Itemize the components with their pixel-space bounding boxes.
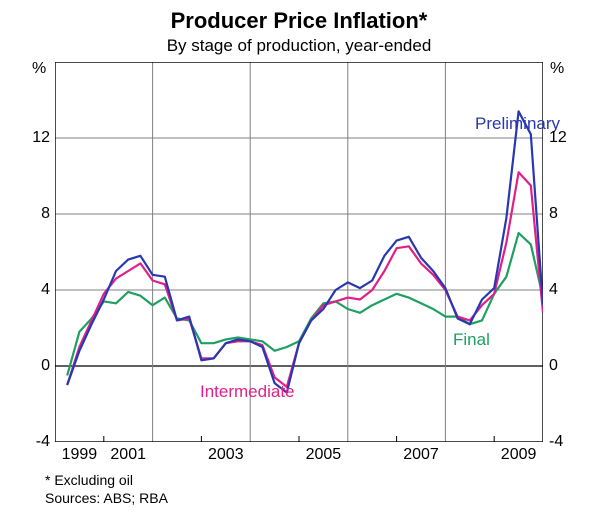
x-tick: 2003 [208, 446, 244, 464]
y-tick-right: 8 [549, 205, 558, 223]
y-tick-left: -4 [20, 433, 50, 451]
y-tick-left: 4 [20, 281, 50, 299]
y-tick-left: 12 [20, 129, 50, 147]
x-tick: 2001 [110, 446, 146, 464]
y-unit-left: % [32, 60, 46, 78]
x-tick: 1999 [62, 446, 98, 464]
y-tick-right: 12 [549, 129, 567, 147]
y-tick-right: -4 [549, 433, 563, 451]
plot-svg [55, 62, 543, 442]
y-tick-left: 8 [20, 205, 50, 223]
chart-subtitle: By stage of production, year-ended [0, 36, 598, 56]
footnote-sources: Sources: ABS; RBA [45, 490, 168, 506]
x-tick: 2005 [306, 446, 342, 464]
label-preliminary: Preliminary [475, 114, 560, 134]
y-tick-right: 4 [549, 281, 558, 299]
chart-title: Producer Price Inflation* [0, 0, 598, 34]
y-unit-right: % [550, 60, 564, 78]
label-final: Final [453, 330, 490, 350]
footnote-excluding: * Excluding oil [45, 472, 133, 488]
label-intermediate: Intermediate [200, 382, 295, 402]
y-tick-left: 0 [20, 357, 50, 375]
plot-area: Preliminary Intermediate Final [55, 62, 543, 442]
y-tick-right: 0 [549, 357, 558, 375]
chart-container: Producer Price Inflation* By stage of pr… [0, 0, 598, 518]
x-tick: 2007 [403, 446, 439, 464]
x-tick: 2009 [501, 446, 537, 464]
